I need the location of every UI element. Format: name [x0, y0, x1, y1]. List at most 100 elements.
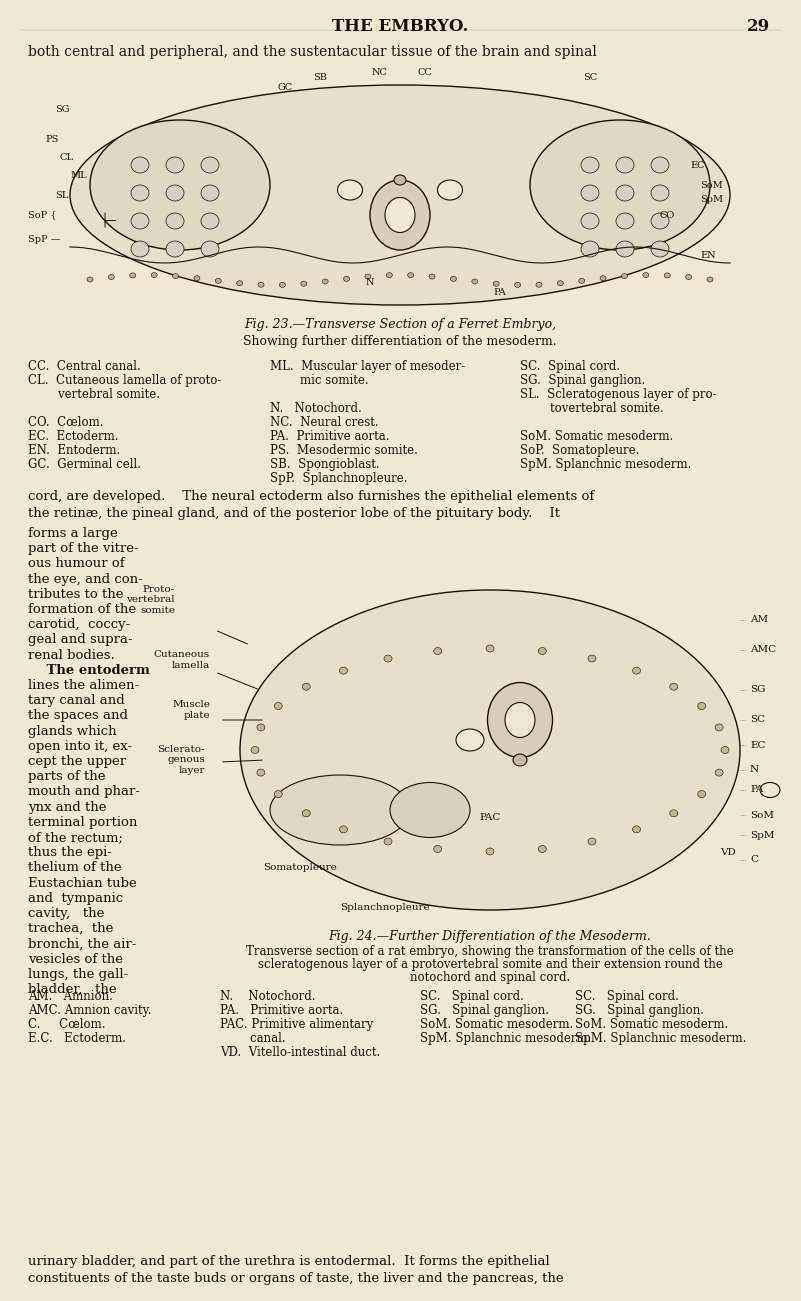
Text: carotid,  coccy-: carotid, coccy-: [28, 618, 131, 631]
Text: EC: EC: [690, 160, 705, 169]
Text: the spaces and: the spaces and: [28, 709, 128, 722]
Ellipse shape: [472, 278, 478, 284]
Text: part of the vitre-: part of the vitre-: [28, 543, 139, 556]
Ellipse shape: [302, 809, 310, 817]
Text: tovertebral somite.: tovertebral somite.: [520, 402, 664, 415]
Text: the retinæ, the pineal gland, and of the posterior lobe of the pituitary body.  : the retinæ, the pineal gland, and of the…: [28, 507, 560, 520]
Ellipse shape: [433, 846, 441, 852]
Ellipse shape: [131, 213, 149, 229]
Ellipse shape: [236, 281, 243, 286]
Text: EC: EC: [750, 740, 766, 749]
Text: SB: SB: [313, 73, 327, 82]
Ellipse shape: [302, 683, 310, 691]
Text: NC: NC: [372, 68, 388, 77]
Ellipse shape: [87, 277, 93, 282]
Ellipse shape: [538, 648, 546, 654]
Text: forms a large: forms a large: [28, 527, 118, 540]
Text: formation of the: formation of the: [28, 602, 136, 615]
Ellipse shape: [340, 667, 348, 674]
Ellipse shape: [488, 683, 553, 757]
Ellipse shape: [274, 791, 282, 798]
Ellipse shape: [514, 282, 521, 288]
Text: C.     Cœlom.: C. Cœlom.: [28, 1017, 106, 1030]
Text: Transverse section of a rat embryo, showing the transformation of the cells of t: Transverse section of a rat embryo, show…: [246, 945, 734, 958]
Text: PA.   Primitive aorta.: PA. Primitive aorta.: [220, 1004, 344, 1017]
Ellipse shape: [616, 241, 634, 258]
Text: CL.  Cutaneous lamella of proto-: CL. Cutaneous lamella of proto-: [28, 373, 221, 386]
Ellipse shape: [258, 282, 264, 288]
Text: GC.  Germinal cell.: GC. Germinal cell.: [28, 458, 141, 471]
Text: SpM: SpM: [700, 195, 723, 204]
Text: EN.  Entoderm.: EN. Entoderm.: [28, 444, 120, 457]
Text: SG.  Spinal ganglion.: SG. Spinal ganglion.: [520, 373, 646, 386]
Ellipse shape: [215, 278, 221, 284]
Text: scleratogenous layer of a protovertebral somite and their extension round the: scleratogenous layer of a protovertebral…: [258, 958, 723, 971]
Ellipse shape: [536, 282, 542, 288]
Ellipse shape: [686, 275, 691, 280]
Ellipse shape: [670, 683, 678, 691]
Text: notochord and spinal cord.: notochord and spinal cord.: [410, 971, 570, 984]
Ellipse shape: [257, 769, 265, 777]
Text: mouth and phar-: mouth and phar-: [28, 786, 140, 799]
Text: SpP.  Splanchnopleure.: SpP. Splanchnopleure.: [270, 472, 408, 485]
Text: PAC. Primitive alimentary: PAC. Primitive alimentary: [220, 1017, 373, 1030]
Text: tributes to the: tributes to the: [28, 588, 123, 601]
Text: EC.  Ectoderm.: EC. Ectoderm.: [28, 431, 119, 444]
Ellipse shape: [340, 826, 348, 833]
Ellipse shape: [616, 157, 634, 173]
Text: VD.  Vitello-intestinal duct.: VD. Vitello-intestinal duct.: [220, 1046, 380, 1059]
Ellipse shape: [131, 185, 149, 200]
Ellipse shape: [581, 213, 599, 229]
Ellipse shape: [384, 838, 392, 844]
Text: SG: SG: [750, 686, 766, 695]
Text: SpP —: SpP —: [28, 235, 61, 245]
Text: SC.  Spinal cord.: SC. Spinal cord.: [520, 360, 620, 373]
Ellipse shape: [698, 791, 706, 798]
Ellipse shape: [90, 120, 270, 250]
Ellipse shape: [337, 180, 363, 200]
Text: SC: SC: [583, 73, 597, 82]
Ellipse shape: [493, 281, 499, 286]
Text: AM: AM: [750, 615, 768, 624]
Text: Sclerato-
genous
layer: Sclerato- genous layer: [158, 745, 205, 775]
Text: of the rectum;: of the rectum;: [28, 831, 123, 844]
Ellipse shape: [166, 185, 184, 200]
Text: N.    Notochord.: N. Notochord.: [220, 990, 316, 1003]
Text: SoM: SoM: [750, 811, 774, 820]
Ellipse shape: [707, 277, 713, 282]
Ellipse shape: [651, 157, 669, 173]
Ellipse shape: [616, 185, 634, 200]
Text: SoM: SoM: [700, 181, 723, 190]
Ellipse shape: [670, 809, 678, 817]
Ellipse shape: [322, 278, 328, 284]
Text: cord, are developed.    The neural ectoderm also furnishes the epithelial elemen: cord, are developed. The neural ectoderm…: [28, 490, 594, 503]
Text: ML.  Muscular layer of mesoder-: ML. Muscular layer of mesoder-: [270, 360, 465, 373]
Ellipse shape: [274, 703, 282, 709]
Ellipse shape: [166, 213, 184, 229]
Ellipse shape: [370, 180, 430, 250]
Text: SC.   Spinal cord.: SC. Spinal cord.: [420, 990, 524, 1003]
Ellipse shape: [201, 241, 219, 258]
Text: the eye, and con-: the eye, and con-: [28, 572, 143, 585]
Ellipse shape: [390, 782, 470, 838]
Text: GC: GC: [277, 83, 292, 92]
Text: canal.: canal.: [220, 1032, 286, 1045]
Text: CC.  Central canal.: CC. Central canal.: [28, 360, 141, 373]
Ellipse shape: [538, 846, 546, 852]
Text: SG: SG: [55, 105, 70, 114]
Text: SC.   Spinal cord.: SC. Spinal cord.: [575, 990, 679, 1003]
Ellipse shape: [600, 276, 606, 281]
Ellipse shape: [698, 703, 706, 709]
Text: ous humour of: ous humour of: [28, 557, 125, 570]
Text: Muscle
plate: Muscle plate: [172, 700, 210, 719]
Text: PS.  Mesodermic somite.: PS. Mesodermic somite.: [270, 444, 418, 457]
Ellipse shape: [240, 589, 740, 909]
Text: 29: 29: [747, 18, 770, 35]
Ellipse shape: [70, 85, 730, 304]
Ellipse shape: [579, 278, 585, 284]
Ellipse shape: [760, 782, 780, 798]
Ellipse shape: [365, 275, 371, 278]
Ellipse shape: [633, 667, 641, 674]
Ellipse shape: [201, 185, 219, 200]
Text: CO: CO: [660, 211, 675, 220]
